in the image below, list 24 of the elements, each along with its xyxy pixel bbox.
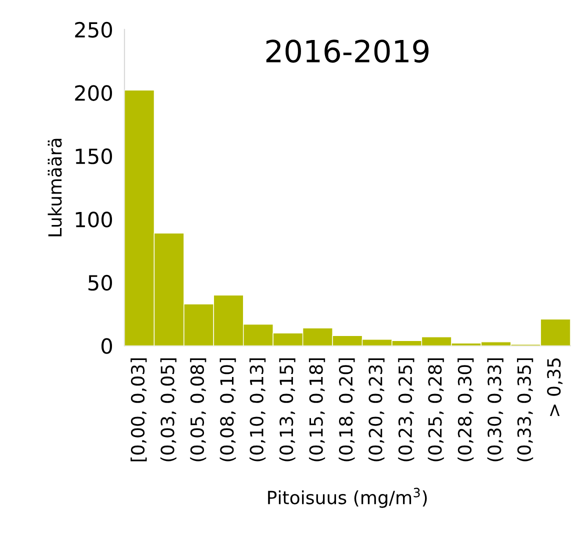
chart-title: 2016-2019 (266, 40, 429, 63)
x-tick-label: (0,03, 0,05] (160, 358, 176, 462)
x-tick-label: (0,20, 0,23] (368, 358, 384, 462)
x-tick-label: [0,00, 0,03] (130, 358, 147, 462)
x-tick-label: (0,15, 0,18] (308, 358, 326, 462)
y-tick-label: 100 (76, 212, 112, 228)
x-tick-label: (0,05, 0,08] (190, 358, 206, 462)
x-tick-label: (0,08, 0,10] (220, 358, 236, 462)
x-tick-label: (0,18, 0,20] (338, 358, 355, 462)
x-tick-label: (0,23, 0,25] (398, 358, 414, 462)
x-tick-label: (0,25, 0,28] (428, 358, 444, 462)
x-tick-label: (0,28, 0,30] (458, 358, 474, 462)
x-tick-label: > 0,35 (547, 358, 563, 416)
x-tick-label: (0,13, 0,15] (279, 358, 296, 462)
y-tick-label: 50 (88, 274, 112, 291)
y-axis-title: Lukumäärä (48, 138, 62, 236)
x-tick-label: (0,10, 0,13] (249, 358, 266, 462)
y-tick-label: 0 (101, 338, 112, 354)
y-tick-label: 200 (75, 85, 112, 101)
y-tick-label: 250 (75, 22, 112, 38)
x-tick-label: (0,33, 0,35] (516, 358, 534, 462)
x-axis-title: Pitoisuus (mg/m$^{3}$) (268, 488, 427, 508)
x-tick-label: (0,30, 0,33] (487, 358, 504, 462)
y-tick-label: 150 (76, 148, 112, 164)
